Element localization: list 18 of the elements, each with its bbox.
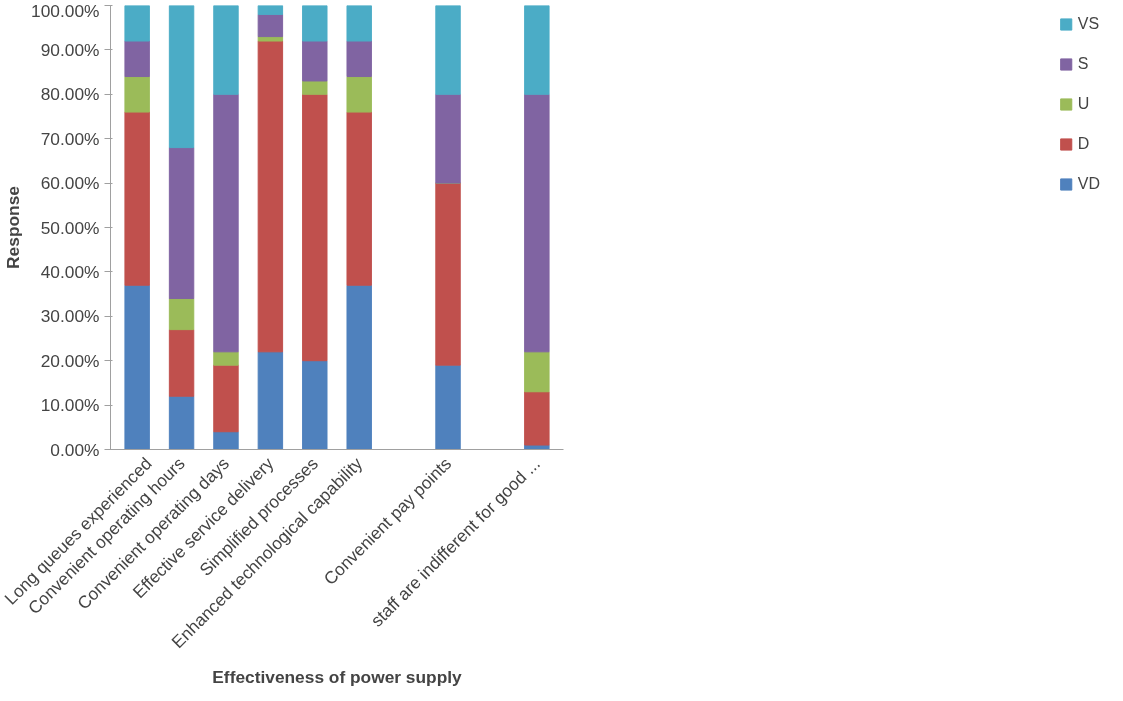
y-tick-label: 20.00% bbox=[40, 350, 100, 371]
y-axis-title: Response bbox=[3, 185, 24, 269]
y-tick-label: 30.00% bbox=[40, 306, 100, 327]
legend-label: D bbox=[1077, 135, 1091, 153]
legend-label: S bbox=[1077, 55, 1090, 73]
y-tick-label: 50.00% bbox=[40, 217, 100, 238]
y-tick-label: 100.00% bbox=[31, 0, 100, 21]
y-tick-label: 80.00% bbox=[40, 84, 100, 105]
y-tick-label: 40.00% bbox=[40, 261, 100, 282]
y-tick-label: 60.00% bbox=[40, 173, 100, 194]
legend-label: VS bbox=[1077, 15, 1100, 33]
y-tick-label: 90.00% bbox=[40, 39, 100, 60]
y-tick-label: 10.00% bbox=[40, 395, 100, 416]
y-tick-label: 70.00% bbox=[40, 128, 100, 149]
legend-label: U bbox=[1077, 95, 1091, 113]
x-axis-title: Effectiveness of power supply bbox=[212, 667, 463, 688]
y-tick-label: 0.00% bbox=[50, 439, 100, 460]
legend-label: VD bbox=[1077, 175, 1100, 193]
